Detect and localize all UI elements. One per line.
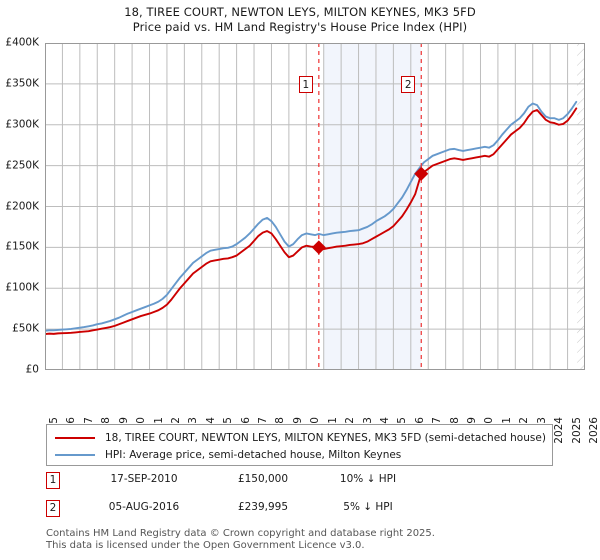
y-tick-label: £150K — [5, 240, 39, 253]
sale-hpi-delta: 10% ↓ HPI — [339, 473, 397, 485]
plot-border — [45, 43, 585, 370]
legend-item-2: HPI: Average price, semi-detached house,… — [47, 446, 552, 463]
series-lines — [45, 100, 578, 335]
sale-event-lines — [318, 43, 422, 370]
x-axis-labels: 1995199619971998199920002001200220032004… — [45, 373, 600, 444]
chart-legend: 18, TIREE COURT, NEWTON LEYS, MILTON KEY… — [46, 424, 553, 466]
x-tick-label: 2025 — [570, 417, 583, 444]
y-tick-label: £250K — [5, 159, 39, 172]
sale-point-markers — [311, 166, 429, 255]
sales-table: 1 17-SEP-2010 £150,000 10% ↓ HPI 2 05-AUG-201… — [46, 472, 566, 528]
sale-index-badge: 2 — [46, 500, 60, 517]
y-tick-label: £400K — [5, 36, 39, 49]
y-axis-labels: £0 £50K £100K £150K £200K £250K £300K £350K £400… — [0, 37, 43, 375]
legend-label: HPI: Average price, semi-detached house,… — [105, 448, 402, 461]
chart-title: 18, TIREE COURT, NEWTON LEYS, MILTON KEY… — [124, 5, 476, 19]
legend-item-1: 18, TIREE COURT, NEWTON LEYS, MILTON KEY… — [47, 429, 552, 446]
sales-table-row: 2 05-AUG-2016 £239,995 5% ↓ HPI — [46, 500, 566, 528]
y-tick-label: £350K — [5, 77, 39, 90]
sales-table-row: 1 17-SEP-2010 £150,000 10% ↓ HPI — [46, 472, 566, 500]
sale-price: £239,995 — [237, 501, 289, 513]
legend-label: 18, TIREE COURT, NEWTON LEYS, MILTON KEY… — [105, 431, 546, 444]
attribution-line-2: This data is licensed under the Open Gov… — [46, 539, 365, 551]
legend-color-swatch — [55, 436, 95, 439]
sale-marker-badge-2: 2 — [401, 75, 416, 93]
sale-hpi-delta: 5% ↓ HPI — [343, 501, 393, 513]
y-tick-label: £50K — [12, 322, 39, 335]
plot-svg — [45, 43, 585, 370]
y-tick-label: £300K — [5, 118, 39, 131]
sale-index-badge: 1 — [46, 472, 60, 489]
attribution-line-1: Contains HM Land Registry data © Crown c… — [46, 528, 435, 539]
x-tick-label: 2024 — [553, 417, 566, 444]
sale-date: 17-SEP-2010 — [110, 473, 178, 485]
y-tick-label: £0 — [25, 363, 39, 376]
sale-marker-badge-1: 1 — [298, 75, 313, 93]
legend-color-swatch — [55, 453, 95, 456]
y-tick-label: £100K — [5, 281, 39, 294]
chart-subtitle: Price paid vs. HM Land Registry's House … — [132, 20, 468, 34]
y-tick-label: £200K — [5, 200, 39, 212]
chart-title-block: 18, TIREE COURT, NEWTON LEYS, MILTON KEY… — [0, 0, 600, 35]
attribution-footer: Contains HM Land Registry data © Crown c… — [46, 528, 586, 551]
sale-price: £150,000 — [237, 473, 289, 485]
x-tick-label: 2026 — [588, 417, 600, 444]
sale-date: 05-AUG-2016 — [108, 501, 180, 513]
